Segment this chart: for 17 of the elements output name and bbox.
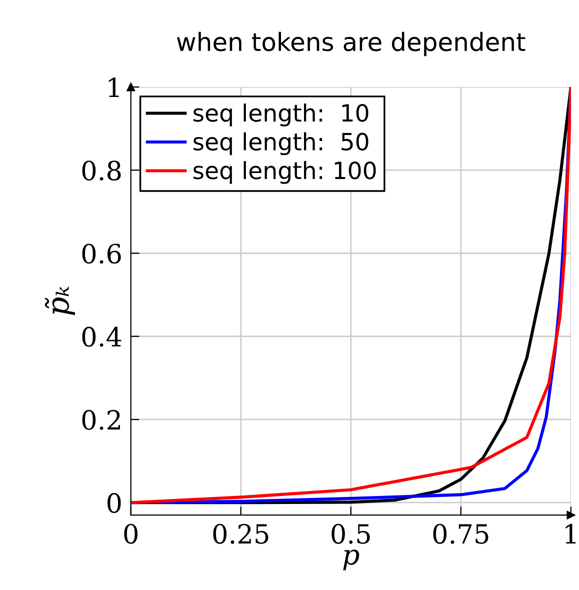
- legend-label: seq length: 100: [194, 161, 376, 184]
- y-tick-label: 0.4: [82, 326, 122, 347]
- x-tick-label: 0: [124, 524, 138, 544]
- x-tick-label: 1: [566, 524, 576, 544]
- x-tick-label: 0.75: [433, 524, 488, 544]
- x-tick-label: 0.25: [213, 524, 268, 544]
- x-axis-title: p: [343, 550, 360, 570]
- x-tick-label: 0.5: [332, 524, 370, 544]
- y-tick-label: 0: [107, 493, 121, 514]
- y-tick-label: 0.8: [82, 160, 121, 181]
- y-axis-title: p̃ₖ: [44, 286, 75, 316]
- legend-label: seq length: 10: [194, 104, 368, 126]
- legend-label: seq length: 50: [194, 132, 368, 156]
- y-tick-label: 0.6: [82, 244, 121, 264]
- y-tick-label: 0.2: [82, 410, 120, 430]
- y-tick-label: 1: [108, 77, 119, 98]
- chart-title: when tokens are dependent: [176, 32, 526, 56]
